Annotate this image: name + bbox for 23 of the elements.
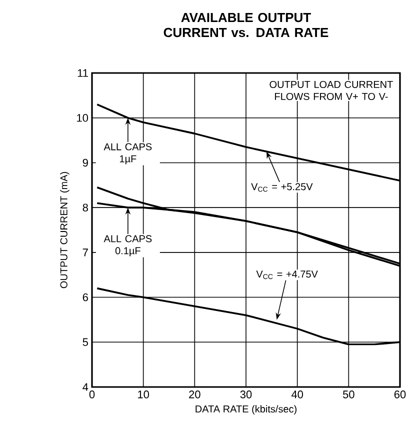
y-axis-title: OUTPUT CURRENT (mA) [60, 172, 70, 288]
y-tick-label: 4 [82, 383, 88, 391]
x-tick-label: 50 [342, 390, 354, 398]
y-tick-label: 7 [82, 248, 88, 256]
y-tick-label: 11 [78, 69, 88, 77]
x-tick-label: 0 [89, 390, 95, 398]
chart-title: AVAILABLE OUTPUT CURRENT vs. DATA RATE [164, 12, 328, 38]
x-tick-label: 40 [291, 390, 303, 398]
x-tick-label: 10 [138, 390, 150, 398]
annotation: OUTPUT LOAD CURRENT FLOWS FROM V+ TO V- [270, 80, 393, 100]
y-tick-label: 10 [77, 114, 88, 122]
annotation: ALL CAPS 0.1µF [104, 235, 152, 256]
annotation: V$_{CC}$ = +5.25V [251, 183, 313, 192]
x-tick-label: 20 [189, 390, 200, 398]
annotation: V$_{CC}$ = +4.75V [256, 270, 318, 280]
x-axis-title: DATA RATE (kbits/sec) [196, 405, 296, 414]
y-tick-label: 8 [82, 204, 88, 212]
annotation: ALL CAPS 1µF [104, 143, 152, 164]
y-tick-label: 6 [82, 293, 88, 302]
y-tick-label: 5 [82, 338, 88, 346]
x-tick-label: 30 [240, 390, 252, 398]
x-tick-label: 60 [394, 390, 406, 398]
y-tick-label: 9 [82, 158, 88, 167]
